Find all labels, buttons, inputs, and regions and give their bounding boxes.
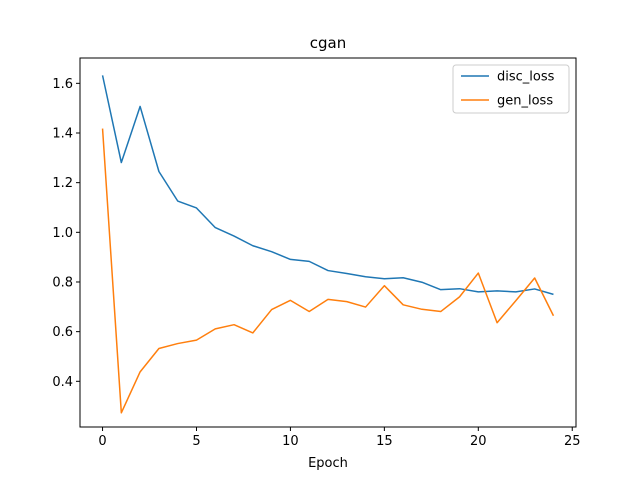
y-axis-ticks: 0.4 0.6 0.8 1.0 1.2 1.4 1.6 [52,77,80,390]
x-axis-ticks: 0 5 10 15 20 25 [98,427,581,449]
x-tick-label: 25 [564,434,581,449]
y-tick-label: 1.4 [52,126,73,141]
y-tick-label: 0.6 [52,325,73,340]
legend: disc_loss gen_loss [452,64,570,114]
x-tick-label: 5 [192,434,200,449]
legend-label-gen-loss: gen_loss [497,94,553,109]
x-axis-label: Epoch [308,456,348,471]
x-tick-label: 10 [282,434,299,449]
x-tick-label: 20 [470,434,487,449]
series-lines [101,75,555,414]
y-tick-label: 0.8 [52,275,73,290]
y-tick-label: 1.2 [52,176,73,191]
x-tick-label: 15 [376,434,393,449]
plot-area-frame [79,57,577,428]
series-line-gen-loss [101,128,555,414]
legend-box [452,64,570,114]
series-line-disc-loss [101,75,554,296]
y-tick-label: 0.4 [52,375,73,390]
legend-label-disc-loss: disc_loss [497,70,555,85]
y-tick-label: 1.6 [52,77,73,92]
x-tick-label: 0 [98,434,106,449]
y-tick-label: 1.0 [52,226,73,241]
chart-title: cgan [310,34,346,52]
